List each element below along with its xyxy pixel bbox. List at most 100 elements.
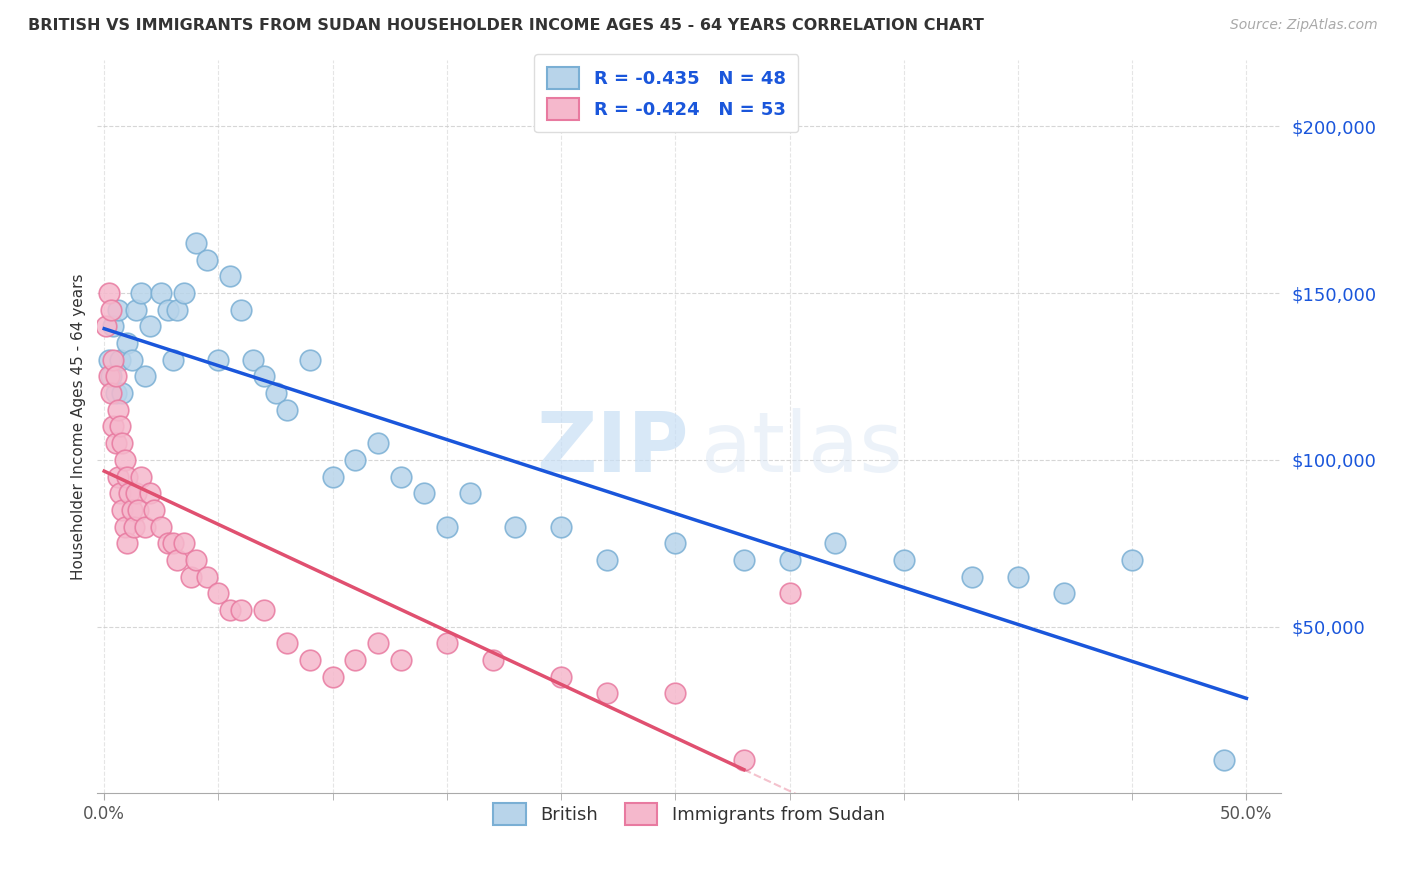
Point: [96, 319, 118, 334]
Point: [108, 352, 131, 367]
Point: [231, 302, 253, 317]
Point: [458, 486, 481, 500]
Point: [367, 436, 389, 450]
Point: [166, 553, 188, 567]
Point: [180, 569, 202, 583]
Point: [97, 286, 120, 301]
Point: [253, 369, 276, 384]
Point: [389, 653, 412, 667]
Point: [114, 453, 136, 467]
Point: [344, 453, 367, 467]
Point: [436, 519, 458, 533]
Point: [127, 503, 149, 517]
Point: [481, 653, 503, 667]
Point: [184, 553, 207, 567]
Point: [231, 603, 253, 617]
Point: [664, 536, 686, 550]
Point: [962, 569, 984, 583]
Point: [264, 386, 287, 401]
Point: [893, 553, 915, 567]
Point: [97, 352, 120, 367]
Point: [103, 419, 125, 434]
Point: [103, 352, 125, 367]
Point: [108, 486, 131, 500]
Point: [107, 469, 129, 483]
Point: [322, 670, 344, 684]
Point: [322, 469, 344, 483]
Point: [436, 636, 458, 650]
Point: [218, 603, 240, 617]
Point: [115, 336, 138, 351]
Point: [107, 302, 129, 317]
Point: [122, 519, 145, 533]
Point: [344, 653, 367, 667]
Point: [104, 436, 127, 450]
Point: [1053, 586, 1076, 600]
Point: [173, 536, 195, 550]
Point: [115, 469, 138, 483]
Point: [139, 319, 162, 334]
Point: [108, 419, 131, 434]
Point: [139, 486, 162, 500]
Point: [121, 503, 143, 517]
Point: [162, 352, 184, 367]
Point: [298, 653, 321, 667]
Point: [367, 636, 389, 650]
Point: [107, 402, 129, 417]
Point: [100, 302, 122, 317]
Point: [733, 753, 755, 767]
Point: [100, 386, 122, 401]
Point: [173, 286, 195, 301]
Point: [389, 469, 412, 483]
Point: [550, 519, 572, 533]
Point: [111, 386, 134, 401]
Point: [134, 519, 156, 533]
Point: [115, 536, 138, 550]
Point: [505, 519, 527, 533]
Point: [242, 352, 264, 367]
Point: [121, 352, 143, 367]
Text: Source: ZipAtlas.com: Source: ZipAtlas.com: [1230, 18, 1378, 32]
Point: [97, 369, 120, 384]
Point: [550, 670, 572, 684]
Point: [111, 503, 134, 517]
Point: [1121, 553, 1143, 567]
Y-axis label: Householder Income Ages 45 - 64 years: Householder Income Ages 45 - 64 years: [72, 273, 86, 580]
Point: [150, 286, 173, 301]
Point: [100, 369, 122, 384]
Point: [150, 519, 173, 533]
Point: [129, 469, 152, 483]
Point: [104, 386, 127, 401]
Point: [195, 569, 218, 583]
Point: [157, 536, 180, 550]
Point: [253, 603, 276, 617]
Point: [276, 636, 298, 650]
Point: [276, 402, 298, 417]
Text: ZIP: ZIP: [537, 408, 689, 489]
Point: [824, 536, 846, 550]
Point: [596, 553, 619, 567]
Point: [129, 286, 152, 301]
Point: [1007, 569, 1029, 583]
Point: [207, 586, 229, 600]
Legend: British, Immigrants from Sudan: British, Immigrants from Sudan: [482, 792, 896, 836]
Point: [779, 586, 801, 600]
Point: [143, 503, 166, 517]
Point: [103, 319, 125, 334]
Point: [218, 269, 240, 284]
Point: [298, 352, 321, 367]
Text: atlas: atlas: [700, 408, 903, 489]
Point: [157, 302, 180, 317]
Point: [162, 536, 184, 550]
Point: [125, 302, 148, 317]
Point: [664, 686, 686, 700]
Point: [733, 553, 755, 567]
Point: [184, 235, 207, 250]
Point: [166, 302, 188, 317]
Point: [413, 486, 436, 500]
Text: BRITISH VS IMMIGRANTS FROM SUDAN HOUSEHOLDER INCOME AGES 45 - 64 YEARS CORRELATI: BRITISH VS IMMIGRANTS FROM SUDAN HOUSEHO…: [28, 18, 984, 33]
Point: [104, 369, 127, 384]
Point: [195, 252, 218, 267]
Point: [125, 486, 148, 500]
Point: [134, 369, 156, 384]
